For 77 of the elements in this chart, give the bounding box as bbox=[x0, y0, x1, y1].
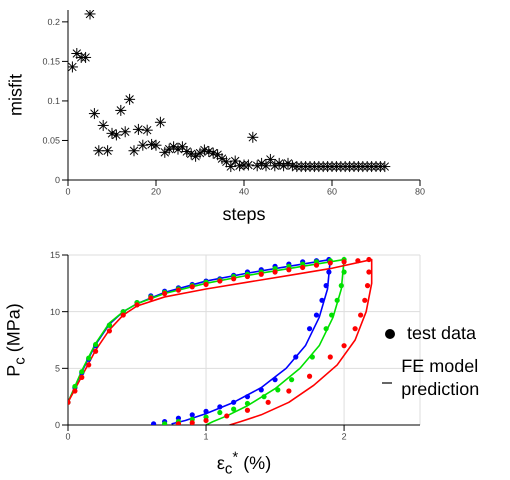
point bbox=[231, 400, 236, 405]
y-tick-label: 5 bbox=[54, 364, 60, 374]
y-tick-label: 0 bbox=[54, 175, 60, 186]
point bbox=[224, 413, 230, 419]
y-tick-label: 0.05 bbox=[42, 136, 60, 146]
point bbox=[306, 374, 312, 379]
y-tick-label: 0.15 bbox=[42, 56, 60, 67]
point bbox=[261, 394, 267, 400]
annotation: test data bbox=[407, 322, 476, 345]
x-tick-label: 60 bbox=[326, 186, 338, 196]
point bbox=[79, 374, 84, 380]
point bbox=[286, 388, 292, 394]
point bbox=[203, 418, 209, 424]
point bbox=[272, 377, 278, 382]
point bbox=[244, 394, 250, 400]
point bbox=[93, 348, 98, 354]
point bbox=[293, 354, 298, 360]
x-tick-label: 0 bbox=[65, 431, 71, 442]
point bbox=[314, 262, 320, 268]
y-axis-title: misfit bbox=[6, 74, 26, 116]
x-axis-title: steps bbox=[222, 204, 266, 225]
point bbox=[275, 387, 280, 392]
point bbox=[310, 354, 315, 360]
x-tick-label: 40 bbox=[238, 186, 250, 196]
point bbox=[352, 326, 358, 332]
point bbox=[266, 400, 271, 405]
x-tick-label: 1 bbox=[204, 431, 209, 442]
point bbox=[217, 404, 222, 410]
point bbox=[203, 408, 209, 414]
point bbox=[272, 269, 278, 275]
point bbox=[324, 326, 329, 332]
point bbox=[306, 326, 312, 332]
annotation: FE model prediction bbox=[401, 355, 480, 401]
point bbox=[338, 283, 344, 288]
point bbox=[106, 328, 112, 334]
point bbox=[314, 312, 320, 318]
point bbox=[329, 312, 334, 318]
point bbox=[328, 260, 333, 266]
point bbox=[355, 258, 360, 264]
point bbox=[300, 264, 306, 270]
y-tick-label: 15 bbox=[50, 250, 60, 260]
point bbox=[286, 267, 292, 272]
y-tick-label: 0.1 bbox=[47, 96, 60, 106]
point bbox=[289, 377, 294, 382]
point bbox=[244, 274, 250, 280]
point bbox=[120, 312, 126, 318]
y-tick-label: 10 bbox=[50, 306, 60, 317]
point bbox=[231, 276, 236, 282]
point bbox=[86, 362, 92, 368]
point bbox=[364, 283, 370, 288]
point bbox=[341, 343, 347, 348]
point bbox=[334, 298, 340, 303]
point bbox=[244, 400, 250, 406]
x-tick-label: 2 bbox=[342, 431, 347, 442]
point bbox=[328, 354, 333, 360]
point bbox=[362, 298, 368, 303]
point bbox=[358, 312, 364, 318]
point bbox=[258, 272, 264, 277]
x-tick-label: 20 bbox=[150, 186, 162, 196]
point bbox=[366, 256, 372, 262]
y-tick-label: 0 bbox=[54, 420, 60, 430]
point bbox=[258, 387, 264, 392]
x-tick-label: 0 bbox=[65, 186, 71, 196]
point bbox=[231, 406, 236, 412]
point bbox=[217, 410, 222, 416]
y-tick-label: 0.2 bbox=[47, 17, 60, 28]
point bbox=[341, 269, 347, 275]
point bbox=[203, 282, 209, 288]
point bbox=[72, 388, 78, 394]
point bbox=[190, 420, 195, 425]
x-tick-label: 80 bbox=[414, 186, 426, 196]
point bbox=[326, 269, 332, 275]
point bbox=[244, 408, 250, 413]
point bbox=[324, 283, 329, 288]
point bbox=[190, 412, 195, 418]
point bbox=[341, 259, 347, 264]
x-axis-title: ε$_{c}$$^{*}$ (%) bbox=[216, 449, 272, 478]
